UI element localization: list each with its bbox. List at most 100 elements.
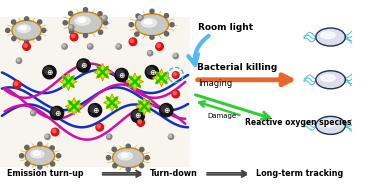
Circle shape [69,29,74,34]
Circle shape [133,111,140,118]
Circle shape [98,30,103,34]
Circle shape [52,129,56,133]
Circle shape [138,16,141,19]
Circle shape [148,51,151,54]
Circle shape [157,44,160,47]
Ellipse shape [30,150,44,158]
Text: Damage: Damage [207,113,236,119]
Ellipse shape [20,26,27,30]
Polygon shape [66,98,83,115]
Circle shape [116,70,124,77]
Circle shape [173,73,176,76]
Circle shape [31,111,34,114]
Circle shape [25,145,29,149]
Circle shape [126,144,130,148]
Circle shape [169,135,171,137]
Circle shape [70,33,78,41]
Circle shape [69,11,73,15]
Circle shape [30,110,36,116]
Circle shape [168,134,174,139]
Circle shape [102,15,107,21]
Circle shape [147,67,154,74]
Circle shape [38,165,42,169]
Circle shape [24,44,27,47]
Circle shape [14,82,18,85]
Polygon shape [104,94,121,111]
Circle shape [129,23,133,27]
Circle shape [113,164,117,168]
Circle shape [56,154,61,158]
Polygon shape [153,69,170,86]
Circle shape [145,66,159,79]
Circle shape [112,147,116,151]
Circle shape [116,44,121,49]
Circle shape [6,28,10,33]
Ellipse shape [141,19,157,27]
Text: Long-term tracking: Long-term tracking [256,169,343,178]
Circle shape [140,147,144,152]
Text: ⊕: ⊕ [118,70,125,80]
Circle shape [98,12,102,16]
Circle shape [138,120,141,123]
Text: Bacterial killing: Bacterial killing [197,63,277,72]
Circle shape [42,28,46,33]
Circle shape [102,16,105,19]
Circle shape [24,17,29,21]
Ellipse shape [13,22,40,39]
Text: Reactive oxygen species: Reactive oxygen species [245,118,352,127]
Circle shape [23,43,30,50]
Circle shape [38,142,42,146]
Polygon shape [94,64,111,81]
Text: ⊕: ⊕ [163,106,170,115]
Circle shape [139,163,144,168]
Ellipse shape [114,149,142,166]
Circle shape [83,8,88,12]
Text: Room light: Room light [198,23,253,32]
Ellipse shape [137,15,167,34]
Ellipse shape [12,20,41,40]
FancyArrowPatch shape [188,36,209,65]
Circle shape [13,81,21,88]
Circle shape [77,59,90,72]
Ellipse shape [317,29,344,45]
Ellipse shape [321,120,335,127]
Text: ⊕: ⊕ [149,68,155,77]
Circle shape [88,104,102,117]
Ellipse shape [321,32,335,39]
Circle shape [12,36,16,41]
Circle shape [150,9,154,13]
Ellipse shape [316,28,345,46]
Circle shape [79,60,86,68]
Circle shape [45,135,48,137]
Circle shape [173,53,178,59]
Circle shape [50,146,54,150]
Circle shape [126,167,130,171]
Circle shape [63,21,67,25]
Circle shape [170,23,174,27]
Circle shape [164,32,169,36]
Ellipse shape [118,152,132,160]
Circle shape [173,72,179,78]
Circle shape [62,44,67,49]
Circle shape [50,106,64,120]
Circle shape [135,32,139,36]
Circle shape [37,20,42,24]
FancyBboxPatch shape [0,17,190,167]
Ellipse shape [33,151,40,155]
Circle shape [173,91,177,95]
Circle shape [156,43,163,50]
Circle shape [12,20,16,24]
Circle shape [172,90,180,98]
Circle shape [45,134,50,139]
Ellipse shape [25,146,55,166]
Circle shape [97,125,101,128]
Ellipse shape [121,153,128,157]
Circle shape [16,58,22,64]
Circle shape [69,25,72,28]
Circle shape [88,44,93,49]
Circle shape [130,39,134,43]
Ellipse shape [135,14,168,36]
Circle shape [25,162,29,166]
Circle shape [69,25,74,30]
Circle shape [106,134,112,139]
